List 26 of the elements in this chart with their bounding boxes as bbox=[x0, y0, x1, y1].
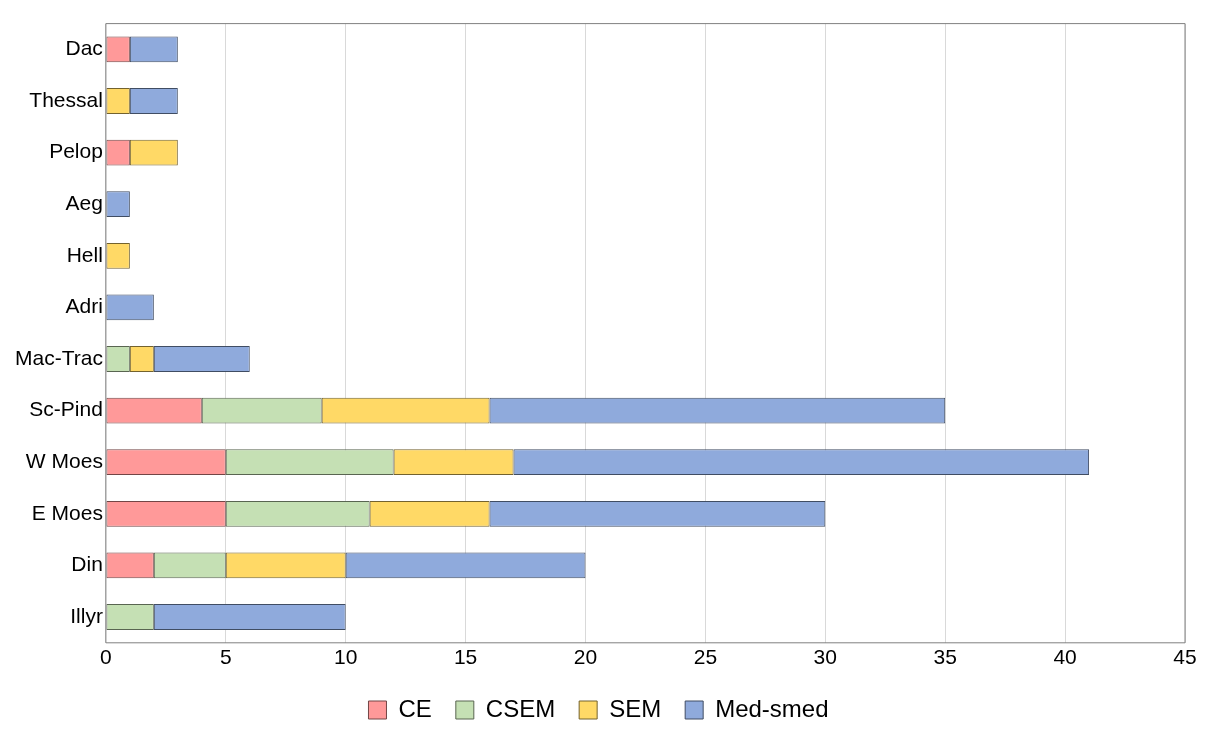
y-tick-label: Adri bbox=[65, 294, 103, 318]
legend-label: SEM bbox=[609, 694, 662, 722]
y-tick-label: Mac-Trac bbox=[15, 345, 103, 369]
y-tick-label: Illyr bbox=[70, 603, 103, 627]
x-tick-label: 0 bbox=[100, 645, 112, 669]
y-tick-label: Sc-Pind bbox=[29, 397, 103, 421]
x-tick-label: 40 bbox=[1053, 645, 1077, 669]
y-tick-label: Thessal bbox=[29, 87, 103, 111]
y-tick-label: E Moes bbox=[31, 500, 103, 524]
y-tick-label: Aeg bbox=[65, 191, 103, 214]
y-tick-label: Hell bbox=[66, 242, 103, 266]
y-tick-label: Din bbox=[71, 552, 103, 576]
x-tick-label: 10 bbox=[334, 645, 358, 669]
legend-label: Med-smed bbox=[715, 694, 829, 722]
legend-label: CE bbox=[398, 694, 432, 722]
y-tick-label: Pelop bbox=[49, 139, 103, 163]
x-tick-label: 20 bbox=[573, 645, 598, 669]
legend-label: CSEM bbox=[485, 694, 556, 722]
x-tick-label: 35 bbox=[933, 645, 957, 669]
x-tick-label: 45 bbox=[1173, 645, 1197, 669]
x-tick-label: 25 bbox=[693, 645, 718, 669]
x-tick-label: 30 bbox=[813, 645, 837, 669]
x-tick-label: 5 bbox=[219, 645, 232, 669]
x-tick-label: 15 bbox=[453, 645, 478, 669]
y-tick-label: W Moes bbox=[25, 449, 103, 472]
y-tick-label: Dac bbox=[65, 36, 103, 60]
